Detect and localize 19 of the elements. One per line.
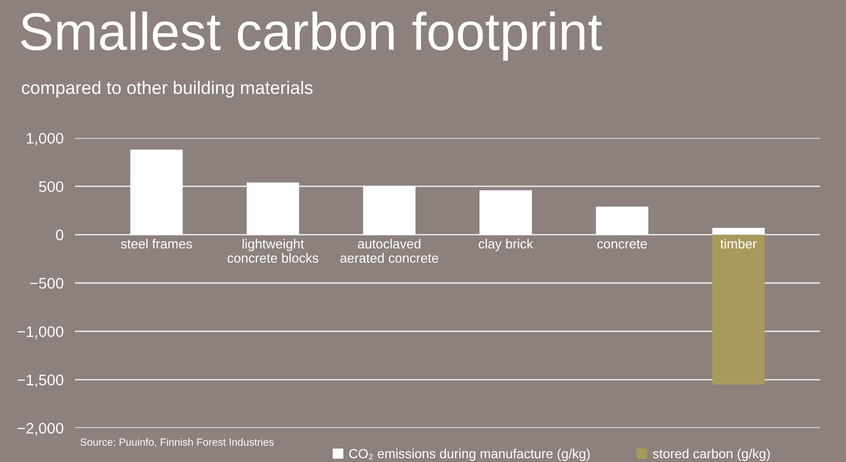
y-tick-label: −500 <box>30 278 64 289</box>
legend-label: CO₂ emissions during manufacture (g/kg) <box>349 448 590 461</box>
y-tick-label: 1,000 <box>26 132 64 146</box>
legend-label: stored carbon (g/kg) <box>652 448 770 461</box>
y-tick-label: 0 <box>56 230 64 240</box>
x-tick-label: concrete <box>597 240 647 249</box>
chart-title: Smallest carbon footprint <box>21 12 602 61</box>
y-tick-label: 500 <box>39 181 64 192</box>
x-tick-label: autoclaved aerated concrete <box>340 238 438 263</box>
bar <box>712 234 765 384</box>
x-tick-label: clay brick <box>478 238 534 252</box>
x-tick-label: lightweight concrete blocks <box>228 238 318 263</box>
chart-subtitle: compared to other building materials <box>22 80 313 98</box>
y-tick-label: −2,000 <box>17 422 64 436</box>
source-note: Source: Puuinfo, Finnish Forest Industries <box>80 438 274 448</box>
x-tick-label: steel frames <box>120 238 192 249</box>
y-tick-label: −1,000 <box>17 326 64 339</box>
x-tick-label: timber <box>720 238 757 249</box>
y-tick-label: −1,500 <box>17 374 64 388</box>
